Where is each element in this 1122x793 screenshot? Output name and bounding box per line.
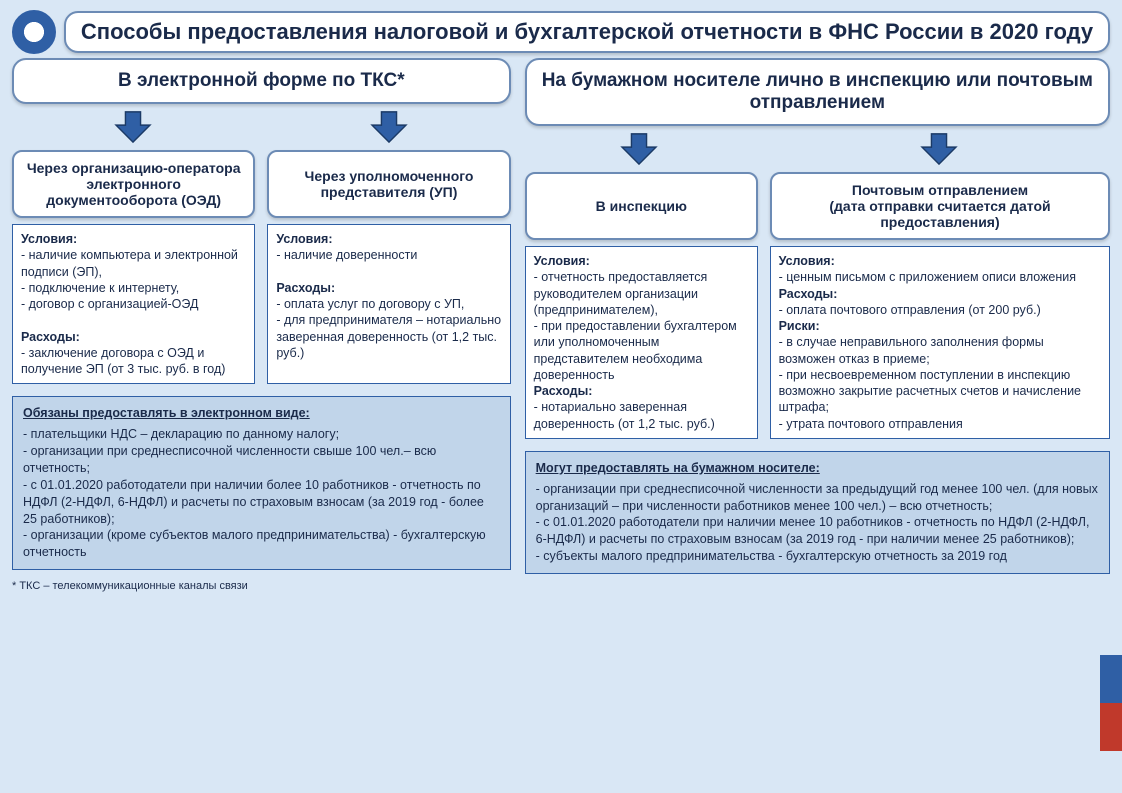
- text-costs: - оплата услуг по договору с УП, - для п…: [276, 297, 501, 360]
- details-oed: Условия: - наличие компьютера и электрон…: [12, 224, 255, 384]
- label-risks: Риски:: [779, 319, 820, 333]
- text-conditions: - наличие доверенности: [276, 248, 417, 262]
- text-conditions: - ценным письмом с приложением описи вло…: [779, 270, 1076, 284]
- label-costs: Расходы:: [21, 330, 80, 344]
- arrow-down-icon: [370, 110, 408, 144]
- details-up: Условия: - наличие доверенности Расходы:…: [267, 224, 510, 384]
- filled-box-must: Обязаны предоставлять в электронном виде…: [12, 396, 511, 570]
- details-inspection: Условия: - отчетность предоставляется ру…: [525, 246, 758, 439]
- text-conditions: - отчетность предоставляется руководител…: [534, 270, 737, 382]
- label-costs: Расходы:: [779, 287, 838, 301]
- side-color-bars: [1100, 655, 1122, 751]
- footnote: * ТКС – телекоммуникационные каналы связ…: [12, 580, 1110, 592]
- filled-body: - организации при среднесписочной числен…: [536, 481, 1099, 565]
- emblem-icon: [12, 10, 56, 54]
- group-electronic: В электронной форме по ТКС* Через органи…: [12, 58, 511, 574]
- text-costs: - оплата почтового отправления (от 200 р…: [779, 303, 1041, 317]
- group-paper: На бумажном носителе лично в инспекцию и…: [525, 58, 1110, 574]
- label-costs: Расходы:: [534, 384, 593, 398]
- group-header-electronic: В электронной форме по ТКС*: [12, 58, 511, 104]
- label-conditions: Условия:: [276, 232, 332, 246]
- label-costs: Расходы:: [276, 281, 335, 295]
- sub-box-inspection: В инспекцию: [525, 172, 758, 240]
- filled-body: - плательщики НДС – декларацию по данном…: [23, 426, 500, 561]
- sub-box-post: Почтовым отправлением (дата отправки счи…: [770, 172, 1110, 240]
- label-conditions: Условия:: [779, 254, 835, 268]
- title-row: Способы предоставления налоговой и бухга…: [12, 10, 1110, 54]
- label-conditions: Условия:: [534, 254, 590, 268]
- arrow-row-right: [525, 132, 1110, 166]
- page-title: Способы предоставления налоговой и бухга…: [64, 11, 1110, 53]
- filled-header: Могут предоставлять на бумажном носителе…: [536, 460, 1099, 477]
- details-post: Условия: - ценным письмом с приложением …: [770, 246, 1110, 439]
- text-risks: - в случае неправильного заполнения форм…: [779, 335, 1081, 430]
- group-header-paper: На бумажном носителе лично в инспекцию и…: [525, 58, 1110, 126]
- text-conditions: - наличие компьютера и электронной подпи…: [21, 248, 238, 311]
- sub-box-up: Через уполномоченного представителя (УП): [267, 150, 510, 218]
- arrow-down-icon: [920, 132, 958, 166]
- text-costs: - заключение договора с ОЭД и получение …: [21, 346, 225, 376]
- arrow-row-left: [12, 110, 511, 144]
- label-conditions: Условия:: [21, 232, 77, 246]
- sub-box-oed: Через организацию-оператора электронного…: [12, 150, 255, 218]
- filled-header: Обязаны предоставлять в электронном виде…: [23, 405, 500, 422]
- filled-box-may: Могут предоставлять на бумажном носителе…: [525, 451, 1110, 574]
- arrow-down-icon: [620, 132, 658, 166]
- arrow-down-icon: [114, 110, 152, 144]
- text-costs: - нотариально заверенная доверенность (о…: [534, 400, 715, 430]
